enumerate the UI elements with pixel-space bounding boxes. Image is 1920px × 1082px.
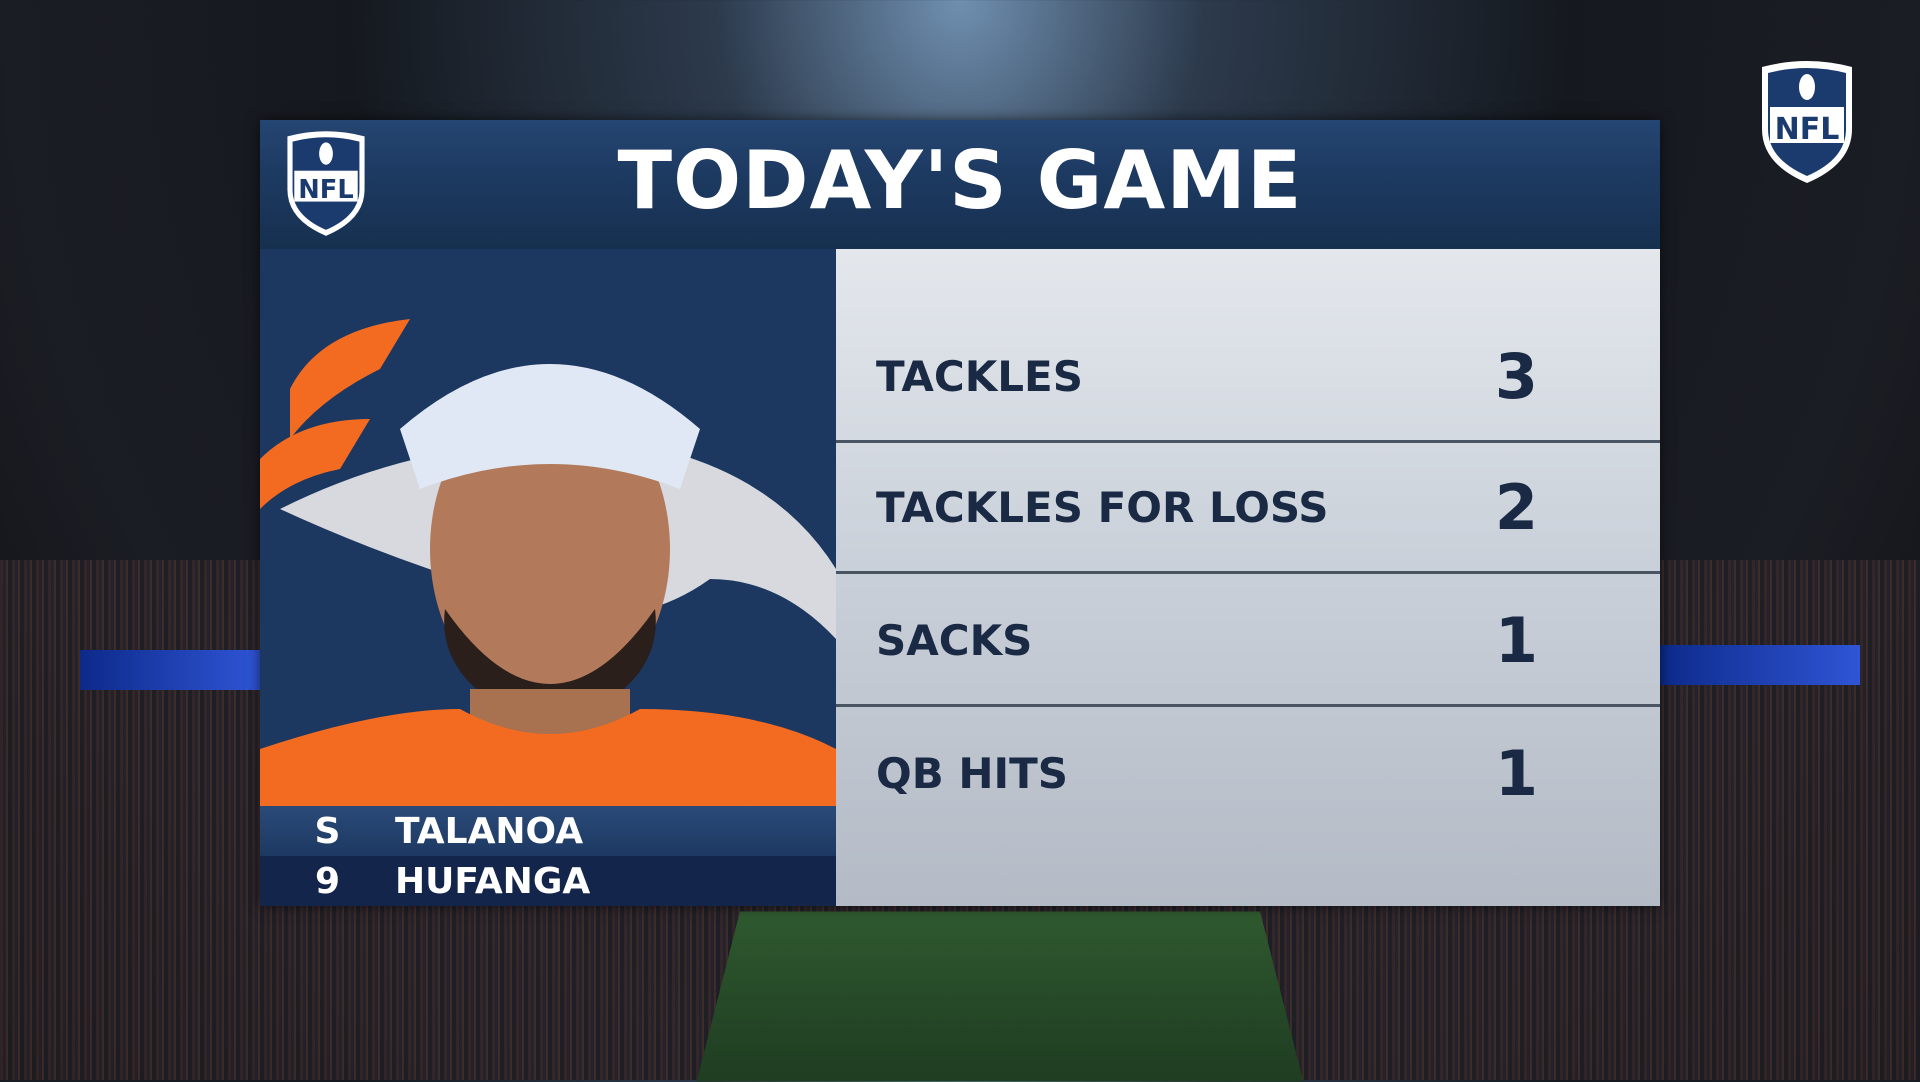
stat-label: TACKLES (876, 351, 1083, 401)
nfl-shield-icon: NFL (287, 131, 365, 236)
stat-value: 3 (1494, 339, 1538, 413)
stats-graphic-panel: NFL TODAY'S GAME S TALANOA 9 HUFANGA TAC… (260, 120, 1660, 906)
stat-label: TACKLES FOR LOSS (876, 482, 1329, 532)
ribbon-board (1660, 645, 1860, 685)
stats-table: TACKLES 3 TACKLES FOR LOSS 2 SACKS 1 QB … (836, 249, 1660, 906)
stat-value: 1 (1494, 737, 1538, 810)
svg-text:NFL: NFL (298, 175, 353, 205)
player-position: S (314, 810, 341, 852)
svg-text:NFL: NFL (1775, 112, 1840, 147)
stat-row: TACKLES 3 (836, 312, 1660, 443)
stat-value: 1 (1494, 603, 1538, 677)
stat-value: 2 (1494, 470, 1538, 544)
stat-label: QB HITS (876, 749, 1069, 798)
nfl-shield-icon: NFL (1762, 61, 1852, 183)
player-headshot-area (260, 249, 836, 806)
broncos-horse-icon (260, 319, 836, 806)
field-background (696, 911, 1304, 1082)
ribbon-board (80, 650, 260, 690)
player-number: 9 (314, 860, 341, 902)
player-first-name: TALANOA (395, 810, 584, 852)
header-bar: NFL TODAY'S GAME (260, 120, 1660, 249)
stat-row: TACKLES FOR LOSS 2 (836, 443, 1660, 574)
stat-row: SACKS 1 (836, 576, 1660, 707)
player-last-name: HUFANGA (395, 860, 591, 902)
player-nameplate: S TALANOA 9 HUFANGA (260, 806, 836, 906)
page-title: TODAY'S GAME (617, 134, 1303, 227)
stat-row: QB HITS 1 (836, 708, 1660, 839)
stat-label: SACKS (876, 615, 1033, 665)
